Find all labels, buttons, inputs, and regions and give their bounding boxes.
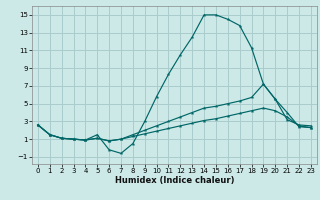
- X-axis label: Humidex (Indice chaleur): Humidex (Indice chaleur): [115, 176, 234, 185]
